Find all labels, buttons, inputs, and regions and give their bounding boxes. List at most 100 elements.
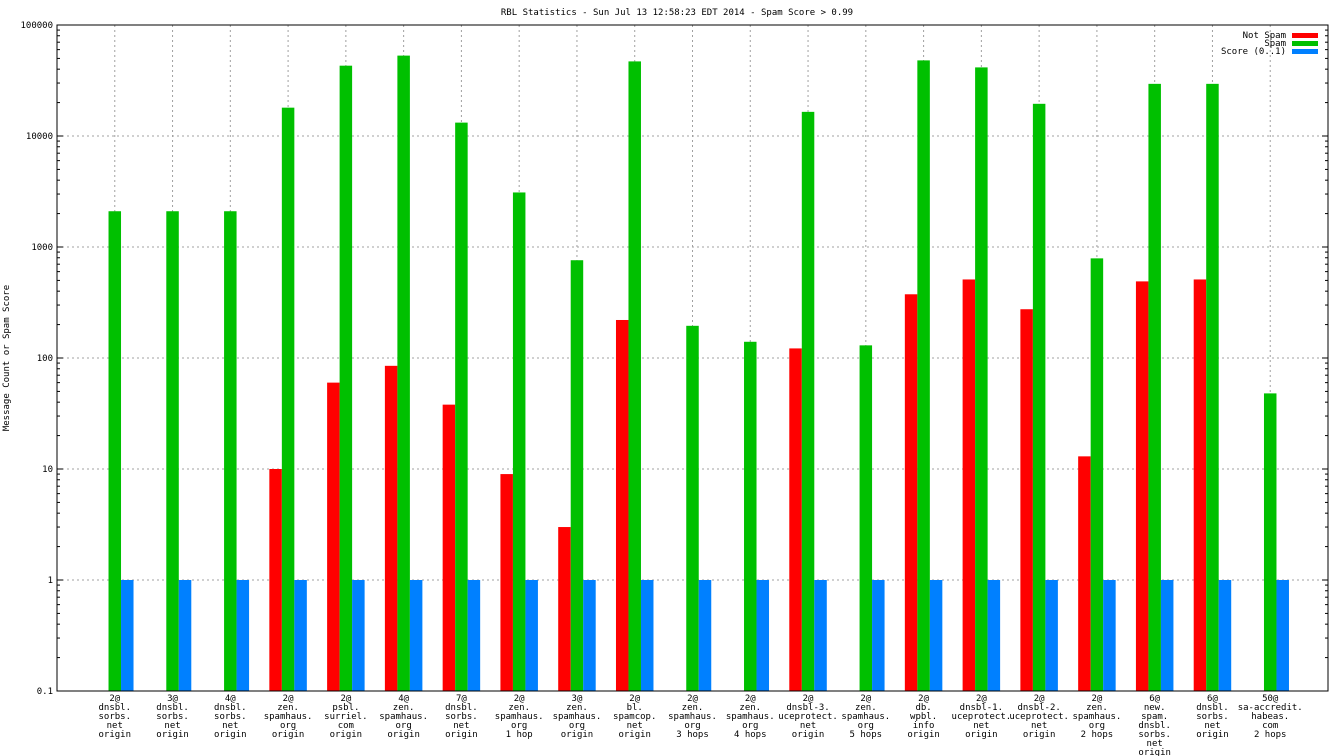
bar-spam: [801, 111, 815, 692]
y-tick-label: 100: [37, 354, 53, 364]
x-tick-label-line: net: [164, 721, 180, 731]
bar-spam: [917, 60, 930, 692]
legend-label: Not Spam: [1243, 31, 1286, 41]
x-tick-label-line: 3@: [572, 694, 583, 704]
x-tick-label-line: info: [913, 721, 935, 731]
bar-not-spam: [269, 469, 282, 691]
x-tick-label-line: psbl.: [332, 703, 359, 713]
x-tick-label: 2@ zen. spamhaus. org 3 hops: [668, 694, 717, 740]
bar-score-0-1: [178, 580, 192, 691]
x-tick-label-line: bl.: [627, 703, 643, 713]
x-tick-label-line: net: [627, 721, 643, 731]
x-tick-label: 3@ dnsbl. sorbs. net origin: [156, 694, 189, 740]
x-tick-label-line: spamcop.: [613, 712, 656, 722]
x-tick-label-line: dnsbl.: [99, 703, 132, 713]
x-tick-label-line: net: [1031, 721, 1047, 731]
bar-score-0-1: [1160, 580, 1174, 691]
bar-spam: [397, 55, 410, 692]
x-tick-label-line: 4@: [225, 694, 236, 704]
x-tick-label-line: 2@: [514, 694, 525, 704]
x-tick-label-line: org: [396, 721, 412, 731]
x-tick-label-line: 7@: [456, 694, 467, 704]
x-tick-label-line: net: [1204, 721, 1220, 731]
x-tick-label-line: spam.: [1141, 712, 1168, 722]
x-tick-label-line: net: [1147, 739, 1163, 749]
x-tick-label-line: 2@: [803, 694, 814, 704]
bar-score-0-1: [525, 580, 538, 691]
x-tick-label-line: 2@: [1034, 694, 1045, 704]
x-tick-label-line: spamhaus.: [726, 712, 775, 722]
x-tick-label-line: habeas.: [1251, 712, 1289, 722]
x-tick-label-line: sorbs.: [1138, 730, 1171, 740]
y-tick-label: 10: [42, 465, 53, 475]
x-tick-label-line: spamhaus.: [495, 712, 544, 722]
bar-spam: [339, 65, 353, 692]
bar-score-0-1: [583, 580, 596, 691]
x-tick-label-line: surriel.: [324, 712, 367, 722]
x-tick-label-line: origin: [965, 730, 998, 740]
x-tick-label: 2@ zen. spamhaus. org 5 hops: [841, 694, 890, 740]
bar-score-0-1: [467, 580, 481, 691]
bar-score-0-1: [698, 580, 712, 691]
x-tick-label-line: 3@: [167, 694, 178, 704]
bar-spam: [108, 211, 122, 692]
legend-swatch: [1292, 49, 1318, 54]
x-tick-label-line: sorbs.: [156, 712, 189, 722]
bar-spam: [1032, 103, 1046, 692]
legend-label: Score (0..1): [1221, 47, 1286, 57]
bar-spam: [628, 61, 641, 691]
x-tick-label-line: dnsbl.: [1196, 703, 1229, 713]
x-tick-label-line: zen.: [277, 703, 299, 713]
x-tick-label-line: spamhaus.: [264, 712, 313, 722]
x-tick-label: 7@ dnsbl. sorbs. net origin: [445, 694, 478, 740]
bar-not-spam: [904, 294, 918, 691]
x-tick-label-line: 2 hops: [1254, 730, 1287, 740]
plot-frame: [56, 24, 1329, 692]
x-tick-label-line: 2@: [687, 694, 698, 704]
x-tick-label-line: zen.: [393, 703, 415, 713]
x-tick-label-line: 2@: [976, 694, 987, 704]
x-tick-label-line: origin: [214, 730, 247, 740]
x-tick-label-line: dnsbl-3.: [786, 703, 829, 713]
x-tick-label-line: dnsbl.: [214, 703, 247, 713]
x-tick-label-line: org: [858, 721, 874, 731]
x-tick-label: 6@ dnsbl. sorbs. net origin: [1196, 694, 1229, 740]
x-tick-label: 2@ zen. spamhaus. org 4 hops: [726, 694, 775, 740]
legend-swatch: [1292, 33, 1318, 38]
bar-not-spam: [1020, 309, 1033, 691]
x-tick-label: 2@ dnsbl-3. uceprotect. net origin: [778, 694, 838, 740]
x-tick-label-line: sorbs.: [1196, 712, 1229, 722]
bar-spam: [975, 67, 988, 691]
chart-title: RBL Statistics - Sun Jul 13 12:58:23 EDT…: [501, 8, 853, 18]
bar-not-spam: [1135, 281, 1149, 691]
x-tick-label-line: spamhaus.: [553, 712, 602, 722]
bar-score-0-1: [640, 580, 654, 691]
x-tick-label: 2@ db. wpbl. info origin: [907, 694, 940, 740]
x-tick-label-line: 5 hops: [850, 730, 883, 740]
bar-spam: [570, 260, 584, 691]
legend-swatch: [1292, 41, 1318, 46]
x-tick-label-line: dnsbl.: [156, 703, 189, 713]
bar-score-0-1: [987, 580, 1001, 691]
y-tick-label: 10000: [26, 132, 53, 142]
x-tick-label-line: 2@: [860, 694, 871, 704]
x-tick-label-line: net: [222, 721, 238, 731]
x-tick-label-line: 50@: [1262, 694, 1279, 704]
x-tick-label-line: sorbs.: [99, 712, 132, 722]
y-tick-label: 0.1: [37, 687, 53, 697]
x-tick-label-line: spamhaus.: [379, 712, 428, 722]
x-tick-label-line: net: [453, 721, 469, 731]
bar-spam: [512, 192, 526, 691]
x-tick-label: 2@ dnsbl-2. uceprotect. net origin: [1009, 694, 1069, 740]
x-tick-label-line: 4@: [398, 694, 409, 704]
bar-score-0-1: [1276, 580, 1289, 691]
bar-score-0-1: [1103, 580, 1116, 691]
x-tick-label-line: origin: [99, 730, 132, 740]
x-tick-label: 2@ zen. spamhaus. org 1 hop: [495, 694, 544, 740]
bar-score-0-1: [872, 580, 885, 691]
bar-not-spam: [962, 279, 976, 691]
x-tick-label-line: origin: [387, 730, 420, 740]
x-tick-label: 2@ zen. spamhaus. org origin: [264, 694, 313, 740]
